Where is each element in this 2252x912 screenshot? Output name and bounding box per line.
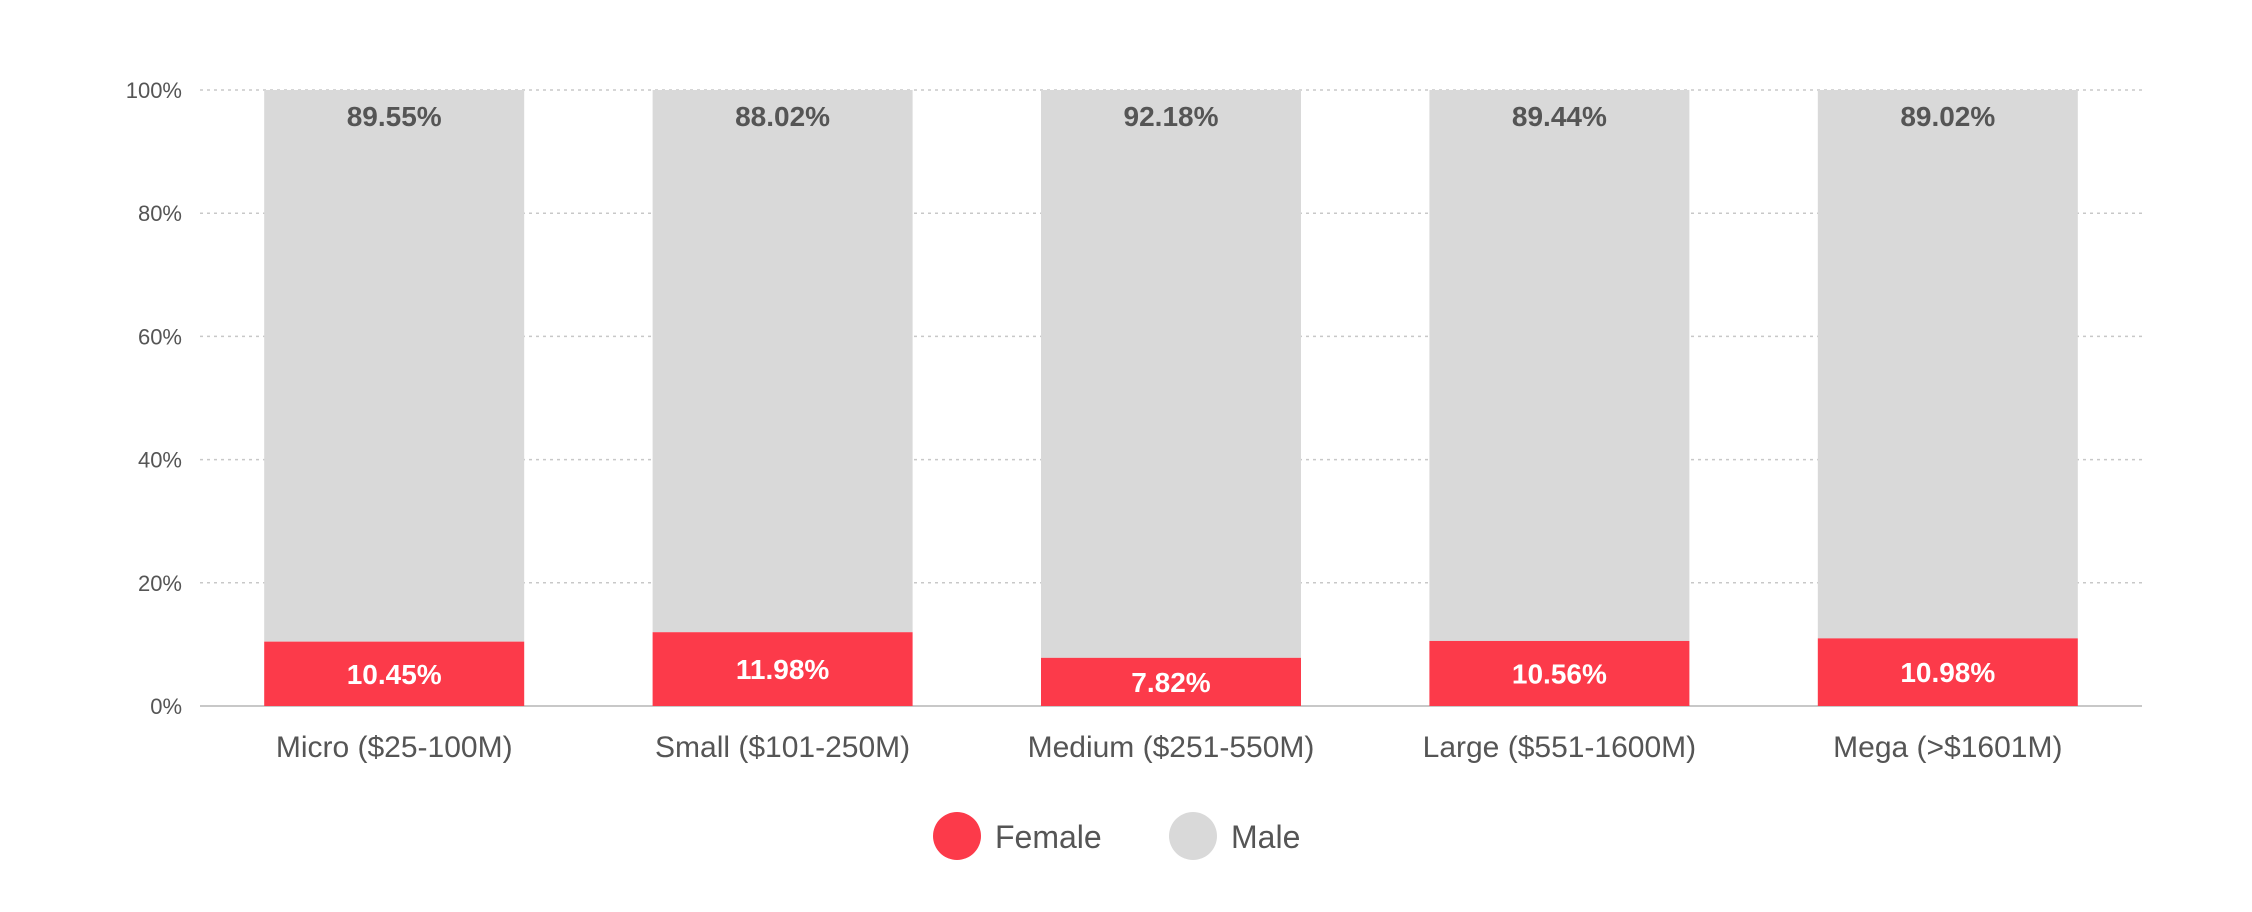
y-tick-label: 80% [138,201,182,226]
category-label: Large ($551-1600M) [1423,731,1697,764]
bar-male [264,90,525,642]
female-value-label: 11.98% [736,654,830,685]
legend-item-female: Female [933,812,1102,860]
bar-female [652,632,913,706]
bar-female [1429,640,1690,706]
bar-male [1817,90,2078,639]
female-value-label: 7.82% [1131,667,1210,698]
legend-label: Female [995,819,1102,855]
category-label: Mega (>$1601M) [1833,731,2062,764]
bar-female [264,641,525,706]
bar-male [652,90,913,633]
legend-label: Male [1231,819,1300,855]
female-value-label: 10.45% [347,659,442,690]
bar-female [1041,657,1301,706]
x-axis: Micro ($25-100M) Small ($101-250M) Medium … [276,731,2063,764]
male-value-label: 89.55% [347,101,442,132]
legend: Female Male [933,812,1300,860]
y-tick-label: 100% [126,78,182,103]
y-tick-label: 20% [138,571,182,596]
bar-male [1429,90,1690,641]
female-value-label: 10.98% [1900,657,1995,688]
bar-male [1041,90,1301,658]
category-label: Medium ($251-550M) [1028,731,1315,764]
male-value-label: 89.02% [1900,101,1995,132]
legend-swatch [1169,812,1217,860]
y-tick-label: 60% [138,324,182,349]
bar-female [1817,638,2078,706]
male-value-label: 92.18% [1124,101,1219,132]
category-label: Micro ($25-100M) [276,731,513,764]
male-value-label: 89.44% [1512,101,1607,132]
category-label: Small ($101-250M) [655,731,910,764]
legend-item-male: Male [1169,812,1300,860]
male-value-label: 88.02% [735,101,830,132]
bars: 89.55% 10.45% 88.02% 11.98% 92.18% 7.82% 89.44… [264,90,2078,706]
y-tick-label: 0% [150,694,182,719]
y-tick-label: 40% [138,448,182,473]
legend-swatch [933,812,981,860]
female-value-label: 10.56% [1512,658,1607,689]
